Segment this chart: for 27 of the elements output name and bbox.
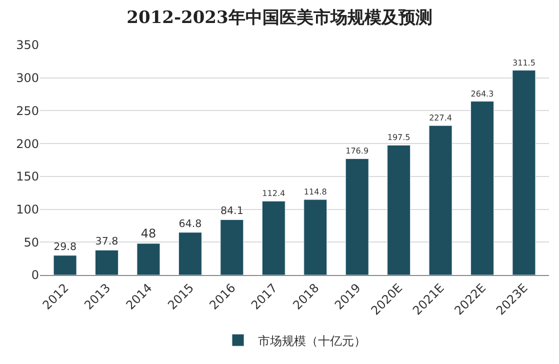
bar [95, 250, 118, 275]
y-tick-label: 50 [24, 235, 39, 250]
bar [178, 232, 202, 275]
data-label: 48 [140, 226, 156, 240]
bar [512, 70, 536, 275]
data-label: 37.8 [95, 236, 118, 248]
y-tick-label: 200 [16, 136, 39, 151]
data-label: 29.8 [54, 240, 77, 253]
y-tick-label: 300 [16, 71, 39, 86]
legend-label: 市场规模（十亿元） [258, 334, 366, 348]
bar [136, 243, 160, 275]
bar [53, 255, 77, 275]
bar [304, 199, 328, 275]
data-label: 64.8 [178, 218, 202, 230]
bar [470, 101, 494, 275]
bar [345, 158, 369, 275]
y-tick-label: 0 [31, 268, 39, 282]
bar [262, 200, 286, 275]
y-tick-label: 150 [16, 170, 39, 184]
bar [428, 125, 452, 275]
bar [387, 144, 411, 275]
y-tick-label: 100 [16, 202, 39, 216]
bar [220, 219, 244, 275]
chart-title: 2012-2023年中国医美市场规模及预测 [126, 8, 432, 28]
y-tick-label: 250 [16, 104, 39, 118]
y-tick-label: 350 [16, 38, 39, 52]
data-label: 84.1 [220, 205, 244, 218]
